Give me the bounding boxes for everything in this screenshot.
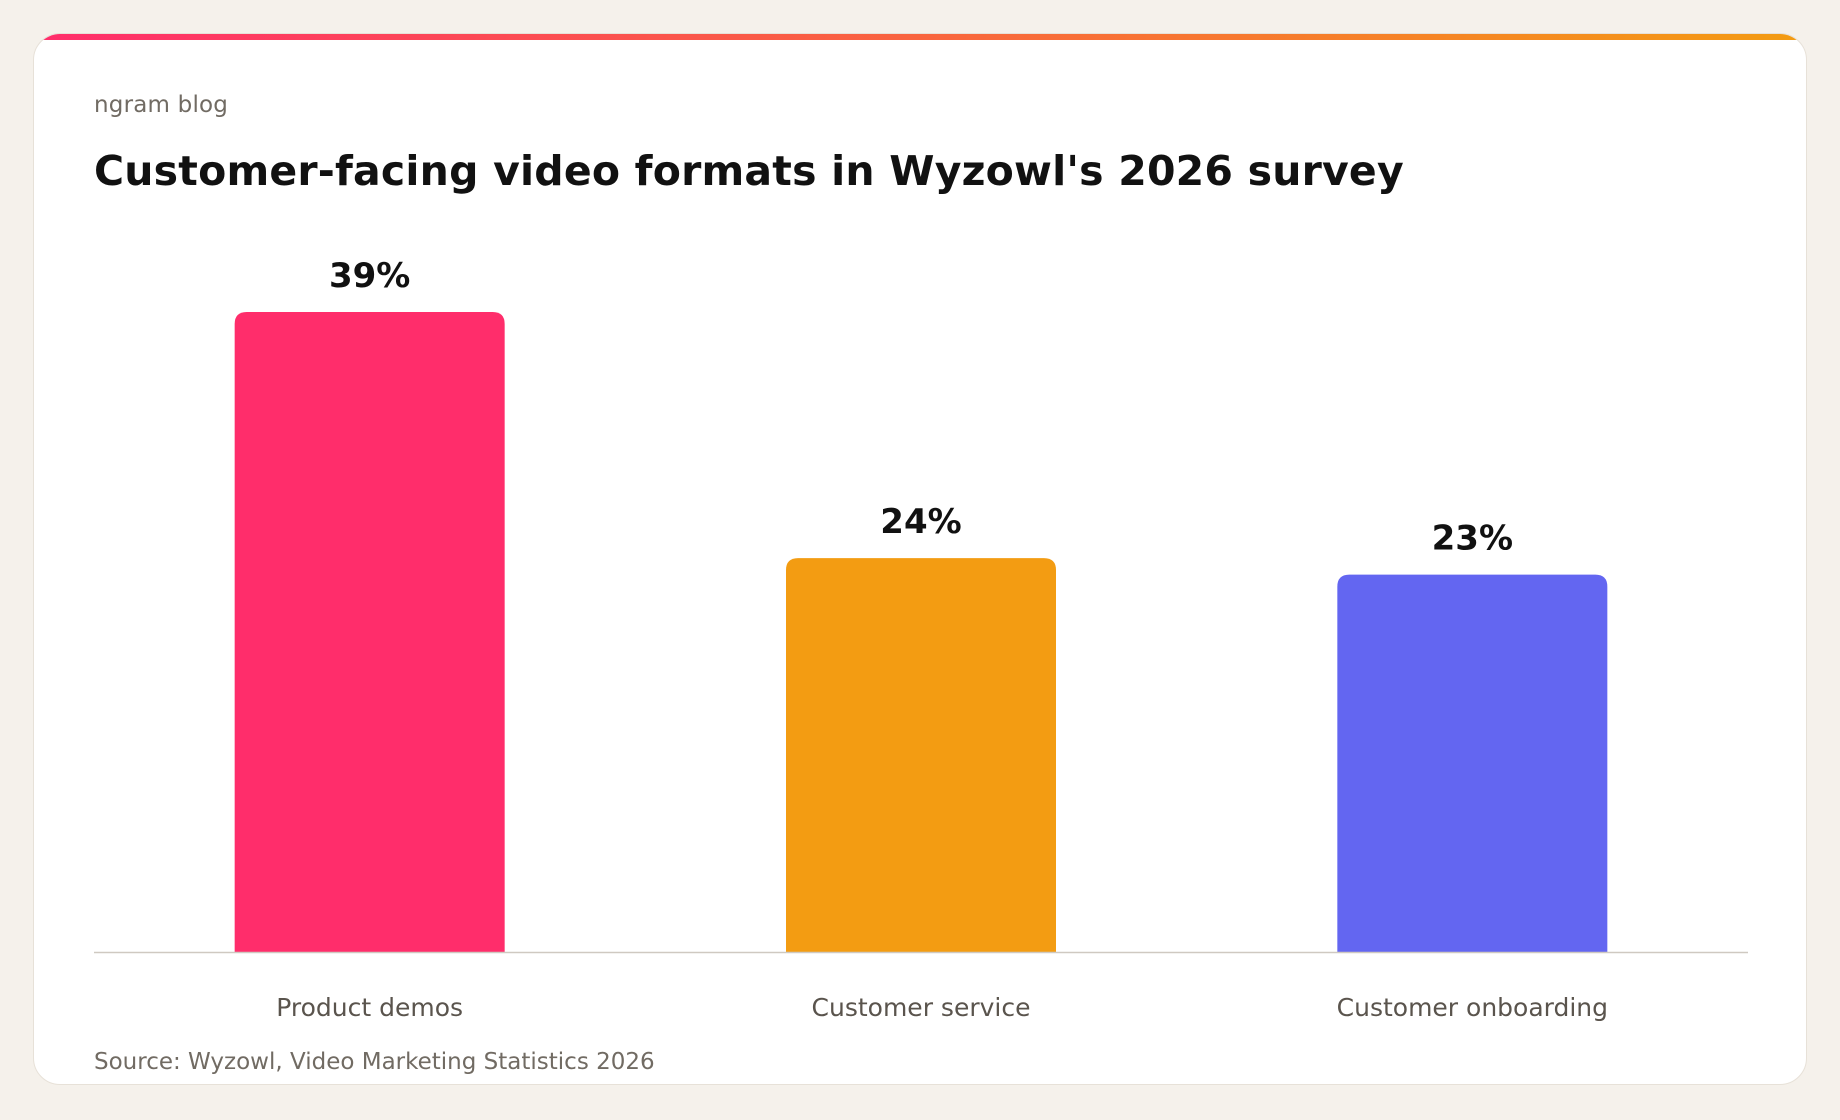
source-note: Source: Wyzowl, Video Marketing Statisti… (94, 1049, 655, 1075)
value-label: 23% (1432, 519, 1513, 559)
chart-title: Customer-facing video formats in Wyzowl'… (94, 147, 1404, 195)
bar-customer-service (786, 558, 1056, 952)
category-label: Product demos (276, 993, 463, 1022)
bar-customer-onboarding (1337, 574, 1608, 952)
value-label: 39% (329, 256, 410, 296)
accent-bar (34, 34, 1806, 40)
bar-chart: 39% Product demos 24% Customer service 23% Cu… (94, 256, 1748, 1022)
brand-label: ngram blog (94, 92, 229, 118)
chart-card: ngram blog Customer-facing video formats… (33, 33, 1807, 1085)
value-label: 24% (880, 502, 961, 542)
bar-product-demos (234, 312, 505, 952)
category-label: Customer onboarding (1337, 993, 1608, 1022)
category-label: Customer service (812, 993, 1031, 1022)
